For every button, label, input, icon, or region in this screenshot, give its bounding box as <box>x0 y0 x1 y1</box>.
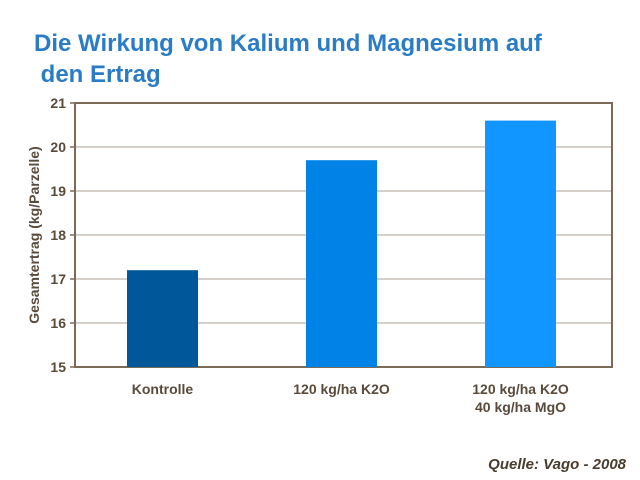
source-note: Quelle: Vago - 2008 <box>488 456 626 473</box>
y-tick-label: 17 <box>50 271 66 287</box>
y-tick-label: 19 <box>50 183 66 199</box>
x-tick-label: 40 kg/ha MgO <box>475 399 566 415</box>
x-tick-label: Kontrolle <box>132 381 194 397</box>
y-tick-label: 21 <box>50 95 66 111</box>
y-tick-label: 20 <box>50 139 66 155</box>
y-tick-label: 16 <box>50 315 66 331</box>
bar-2 <box>306 160 377 367</box>
y-tick-label: 18 <box>50 227 66 243</box>
chart-title: Die Wirkung von Kalium und Magnesium auf… <box>34 30 542 88</box>
bar-1 <box>127 270 198 367</box>
y-axis-label: Gesamtertrag (kg/Parzelle) <box>26 146 42 323</box>
x-tick-label: 120 kg/ha K2O <box>293 381 390 397</box>
bar-3 <box>485 120 556 367</box>
y-tick-label: 15 <box>50 359 66 375</box>
x-tick-label: 120 kg/ha K2O <box>472 381 569 397</box>
